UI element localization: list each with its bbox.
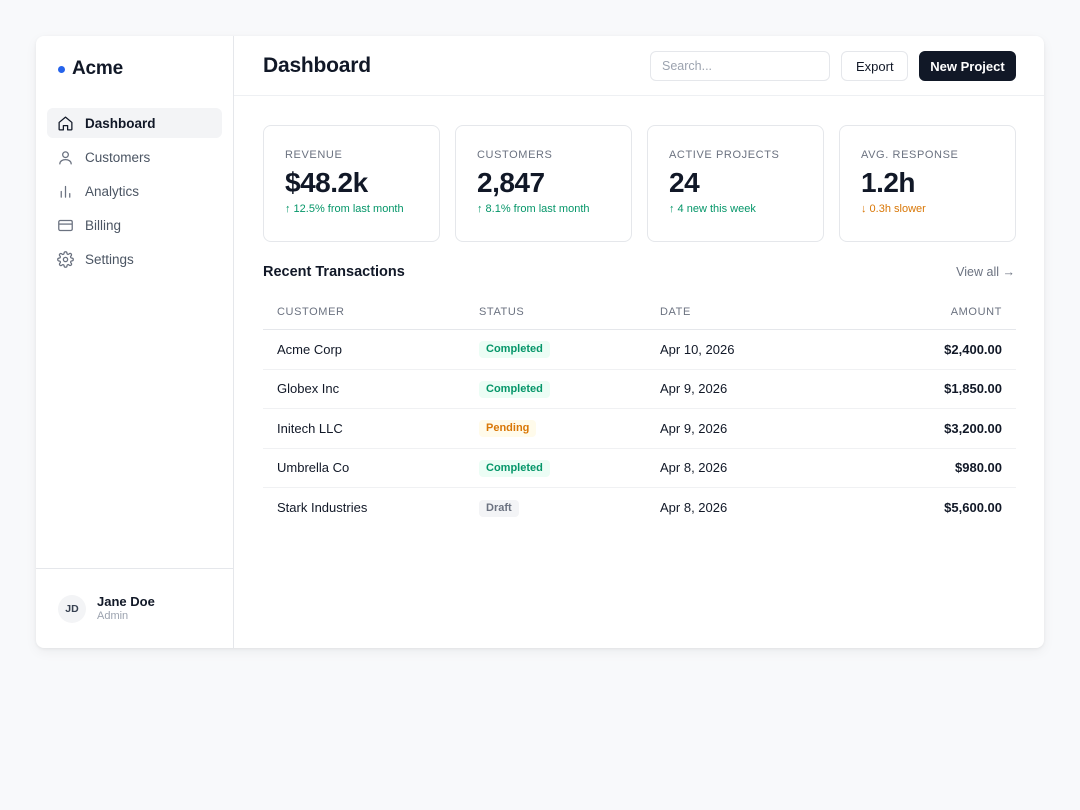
status-badge: Draft <box>479 499 519 517</box>
sidebar-item-customers[interactable]: Customers <box>47 142 222 172</box>
avatar: JD <box>58 594 86 623</box>
user-name: Jane Doe <box>97 594 155 609</box>
stat-delta: ↑ 8.1% from last month <box>477 203 590 215</box>
table-row[interactable]: Initech LLC Pending Apr 9, 2026 $3,200.0… <box>263 409 1016 449</box>
cell-amount: $5,600.00 <box>944 500 1002 516</box>
sidebar-item-label: Dashboard <box>85 115 156 131</box>
cell-amount: $1,850.00 <box>944 381 1002 397</box>
sidebar-nav: Dashboard Customers Analytics Billing <box>47 108 222 278</box>
sidebar: Acme Dashboard Customers Analytics <box>36 36 234 648</box>
cell-date: Apr 8, 2026 <box>660 500 728 516</box>
sidebar-item-label: Settings <box>85 251 134 267</box>
user-info: Jane Doe Admin <box>97 594 155 623</box>
stat-card-revenue: REVENUE $48.2k ↑ 12.5% from last month <box>263 125 440 242</box>
stat-label: ACTIVE PROJECTS <box>669 149 780 161</box>
column-header-customer[interactable]: CUSTOMER <box>277 305 345 318</box>
cell-customer: Initech LLC <box>277 420 343 436</box>
sidebar-item-label: Customers <box>85 149 151 165</box>
user-profile[interactable]: JD Jane Doe Admin <box>36 568 233 648</box>
cell-amount: $3,200.00 <box>944 420 1002 436</box>
section-title: Recent Transactions <box>263 264 405 280</box>
user-icon <box>57 149 74 166</box>
cell-date: Apr 8, 2026 <box>660 460 728 476</box>
column-header-amount[interactable]: AMOUNT <box>950 305 1002 318</box>
cell-customer: Globex Inc <box>277 381 340 397</box>
stat-delta: ↓ 0.3h slower <box>861 203 926 215</box>
stat-value: 2,847 <box>477 167 545 198</box>
table-header: CUSTOMER STATUS DATE AMOUNT <box>263 294 1016 330</box>
cell-customer: Umbrella Co <box>277 460 350 476</box>
status-badge: Completed <box>479 459 550 477</box>
stat-label: REVENUE <box>285 149 343 161</box>
column-header-status[interactable]: STATUS <box>479 305 525 318</box>
app-window: Acme Dashboard Customers Analytics <box>36 36 1044 648</box>
column-header-date[interactable]: DATE <box>660 305 691 318</box>
new-project-button[interactable]: New Project <box>919 51 1016 81</box>
stat-card-customers: CUSTOMERS 2,847 ↑ 8.1% from last month <box>455 125 632 242</box>
stat-value: 1.2h <box>861 167 916 198</box>
table-row[interactable]: Stark Industries Draft Apr 8, 2026 $5,60… <box>263 488 1016 528</box>
sidebar-item-dashboard[interactable]: Dashboard <box>47 108 222 138</box>
stat-label: CUSTOMERS <box>477 149 553 161</box>
brand-name: Acme <box>72 58 123 79</box>
brand-dot-icon <box>58 65 65 73</box>
view-all-link[interactable]: View all → <box>956 265 1015 279</box>
cell-date: Apr 9, 2026 <box>660 420 728 436</box>
page-title: Dashboard <box>263 54 371 77</box>
cell-status: Completed <box>479 459 660 477</box>
cell-amount: $980.00 <box>955 460 1002 476</box>
status-badge: Completed <box>479 380 550 398</box>
table-row[interactable]: Globex Inc Completed Apr 9, 2026 $1,850.… <box>263 370 1016 409</box>
table-row[interactable]: Acme Corp Completed Apr 10, 2026 $2,400.… <box>263 330 1016 370</box>
stat-delta: ↑ 4 new this week <box>669 203 756 215</box>
stats-row: REVENUE $48.2k ↑ 12.5% from last month C… <box>263 125 1016 242</box>
cell-customer: Acme Corp <box>277 341 343 357</box>
sidebar-item-label: Analytics <box>85 183 140 199</box>
cell-status: Draft <box>479 499 660 517</box>
sidebar-item-analytics[interactable]: Analytics <box>47 176 222 206</box>
home-icon <box>57 115 74 132</box>
cell-amount: $2,400.00 <box>944 341 1002 357</box>
cell-status: Completed <box>479 380 660 398</box>
sidebar-item-settings[interactable]: Settings <box>47 244 222 274</box>
stat-value: 24 <box>669 167 700 198</box>
header: Dashboard Export New Project <box>234 36 1044 96</box>
export-button[interactable]: Export <box>841 51 908 81</box>
gear-icon <box>57 250 74 268</box>
sidebar-item-billing[interactable]: Billing <box>47 210 222 240</box>
cell-status: Pending <box>479 419 660 438</box>
search-input[interactable] <box>650 51 830 81</box>
status-badge: Completed <box>479 341 550 359</box>
cell-status: Completed <box>479 340 660 359</box>
status-badge: Pending <box>479 420 537 438</box>
stat-card-active-projects: ACTIVE PROJECTS 24 ↑ 4 new this week <box>647 125 824 242</box>
brand[interactable]: Acme <box>58 58 123 80</box>
table-row[interactable]: Umbrella Co Completed Apr 8, 2026 $980.0… <box>263 449 1016 488</box>
bar-chart-icon <box>57 183 74 200</box>
cell-customer: Stark Industries <box>277 500 368 516</box>
stat-label: AVG. RESPONSE <box>861 149 959 161</box>
transactions-table: CUSTOMER STATUS DATE AMOUNT Acme Corp Co… <box>263 294 1016 528</box>
stat-card-avg-response: AVG. RESPONSE 1.2h ↓ 0.3h slower <box>839 125 1016 242</box>
stat-delta: ↑ 12.5% from last month <box>285 203 404 215</box>
cell-date: Apr 9, 2026 <box>660 381 728 397</box>
user-role: Admin <box>97 610 129 622</box>
sidebar-item-label: Billing <box>85 217 122 233</box>
credit-card-icon <box>57 217 74 234</box>
cell-date: Apr 10, 2026 <box>660 341 735 357</box>
stat-value: $48.2k <box>285 167 368 198</box>
main-content: Dashboard Export New Project REVENUE $48… <box>234 36 1044 648</box>
